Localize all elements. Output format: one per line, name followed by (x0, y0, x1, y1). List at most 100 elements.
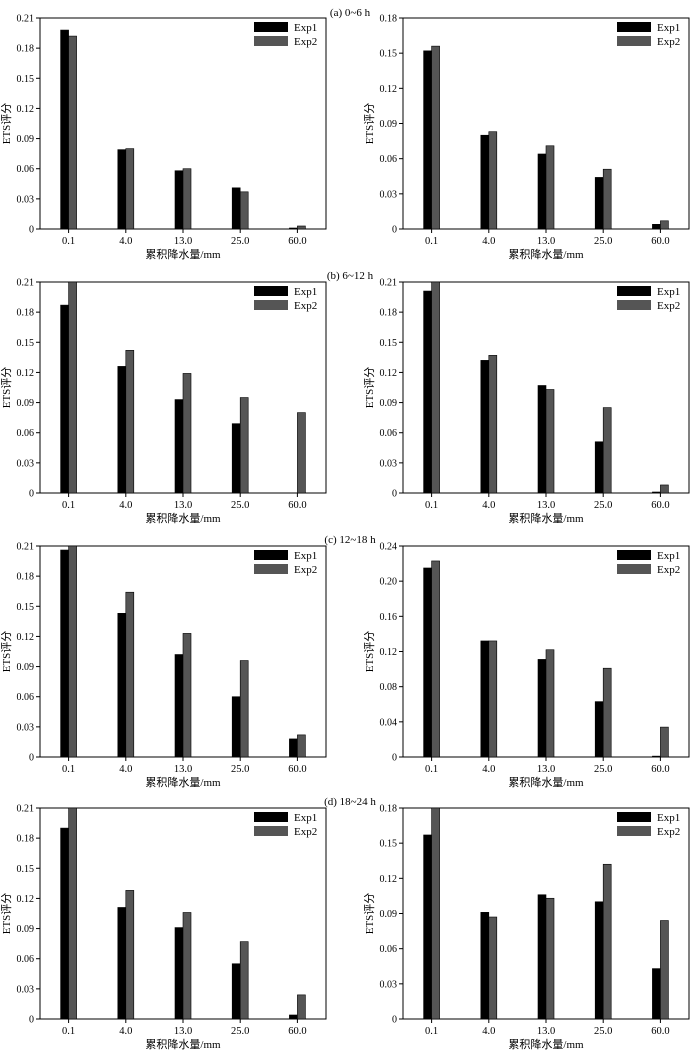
y-tick-label: 0.15 (380, 338, 398, 349)
y-tick-label: 0.09 (17, 398, 35, 409)
chart-panel: 0 0.03 0.06 0.09 0.12 0.15 0.18 0.21 ETS评分 0.1 4.0… (0, 278, 327, 525)
bar-exp1 (174, 170, 184, 230)
legend-label: Exp2 (294, 300, 317, 312)
x-tick-label: 13.0 (174, 764, 192, 775)
y-tick-label: 0 (29, 225, 34, 236)
y-tick-label: 0.06 (380, 154, 398, 165)
legend-swatch-exp2 (254, 36, 288, 46)
bar-exp2 (68, 545, 77, 758)
y-tick-label: 0.15 (17, 338, 35, 349)
x-tick-label: 60.0 (288, 500, 306, 511)
legend-label: Exp1 (657, 286, 680, 298)
bar-exp1 (60, 304, 69, 494)
x-tick-label: 25.0 (231, 764, 249, 775)
bar-exp1 (231, 696, 241, 758)
bar-exp1 (480, 360, 490, 494)
bar-exp2 (488, 131, 498, 230)
bar-exp2 (545, 145, 555, 230)
x-tick-label: 25.0 (594, 500, 612, 511)
x-tick-label: 4.0 (119, 500, 132, 511)
bar-exp1 (537, 894, 547, 1020)
x-tick-label: 13.0 (537, 1026, 555, 1037)
x-axis-label: 累积降水量/mm (145, 775, 221, 789)
x-tick-label: 4.0 (482, 500, 495, 511)
x-tick-label: 60.0 (651, 236, 669, 247)
y-tick-label: 0.21 (17, 804, 35, 815)
y-tick-label: 0.09 (380, 398, 398, 409)
y-tick-label: 0.03 (17, 458, 35, 469)
bar-exp1 (60, 549, 69, 758)
row-title: (c) 12~18 h (324, 534, 376, 546)
y-tick-label: 0.20 (380, 577, 398, 588)
bar-exp2 (239, 397, 249, 494)
bar-exp2 (125, 148, 135, 230)
legend-label: Exp2 (294, 36, 317, 48)
legend-swatch-exp1 (254, 550, 288, 560)
y-tick-label: 0.06 (17, 954, 35, 965)
bar-exp2 (182, 912, 192, 1020)
x-tick-label: 0.1 (62, 500, 75, 511)
legend-swatch-exp1 (254, 286, 288, 296)
x-axis-label: 累积降水量/mm (145, 1037, 221, 1050)
y-tick-label: 0 (392, 1015, 397, 1026)
y-axis-label: ETS评分 (0, 367, 13, 409)
x-axis-label: 累积降水量/mm (508, 1037, 584, 1050)
x-tick-label: 60.0 (651, 500, 669, 511)
y-tick-label: 0.12 (17, 632, 35, 643)
bar-exp1 (652, 491, 661, 494)
bar-exp1 (174, 654, 184, 758)
x-tick-label: 13.0 (174, 236, 192, 247)
y-tick-label: 0.18 (17, 44, 35, 55)
chart-panel: 0 0.03 0.06 0.09 0.12 0.15 0.18 0.21 ETS评分 0.1 4.0… (0, 804, 327, 1050)
bar-exp1 (117, 613, 127, 758)
y-tick-label: 0.12 (17, 368, 35, 379)
bar-exp1 (289, 1014, 298, 1020)
chart-panel: 0 0.03 0.06 0.09 0.12 0.15 0.18 ETS评分 0.1 4.0 13.0… (363, 14, 690, 261)
y-tick-label: 0.09 (17, 924, 35, 935)
x-tick-label: 25.0 (594, 764, 612, 775)
x-tick-label: 4.0 (482, 1026, 495, 1037)
bar-exp2 (182, 373, 192, 494)
chart-panel: 0 0.04 0.08 0.12 0.16 0.20 0.24 ETS评分 0.1 4.0 13.0… (363, 542, 690, 789)
y-tick-label: 0 (392, 489, 397, 500)
bar-exp1 (480, 134, 490, 230)
bar-exp1 (60, 827, 69, 1020)
x-tick-label: 4.0 (482, 236, 495, 247)
chart-panel: 0 0.03 0.06 0.09 0.12 0.15 0.18 0.21 ETS评分 0.1 4.0… (0, 542, 327, 789)
y-tick-label: 0.12 (380, 368, 398, 379)
x-tick-label: 60.0 (288, 236, 306, 247)
bar-exp2 (602, 863, 612, 1020)
bar-exp2 (68, 807, 77, 1020)
bar-exp1 (231, 963, 241, 1020)
chart-panel: 0 0.03 0.06 0.09 0.12 0.15 0.18 0.21 ETS评分 0.1 4.0… (363, 278, 690, 525)
legend-label: Exp2 (294, 826, 317, 838)
x-tick-label: 25.0 (594, 1026, 612, 1037)
bar-exp1 (231, 187, 241, 230)
row-title: (d) 18~24 h (324, 796, 376, 808)
bar-exp1 (423, 567, 432, 758)
bar-exp1 (117, 907, 127, 1020)
x-axis-label: 累积降水量/mm (145, 511, 221, 525)
bar-exp1 (174, 399, 184, 494)
bar-exp1 (60, 29, 69, 230)
row-title: (b) 6~12 h (327, 270, 374, 282)
x-tick-label: 13.0 (537, 236, 555, 247)
bar-exp2 (660, 484, 669, 494)
y-axis-label: ETS评分 (363, 367, 376, 409)
bar-exp1 (652, 968, 661, 1020)
legend-swatch-exp2 (617, 300, 651, 310)
legend-swatch-exp1 (617, 286, 651, 296)
bar-exp1 (117, 149, 127, 230)
legend-swatch-exp1 (617, 550, 651, 560)
bar-exp1 (594, 441, 604, 494)
legend-swatch-exp2 (617, 826, 651, 836)
bar-exp1 (652, 755, 661, 758)
bar-exp1 (117, 366, 127, 494)
y-tick-label: 0.18 (17, 834, 35, 845)
legend-swatch-exp2 (254, 564, 288, 574)
x-tick-label: 13.0 (537, 764, 555, 775)
legend-label: Exp1 (294, 812, 317, 824)
bar-exp2 (239, 941, 249, 1020)
legend-label: Exp1 (294, 550, 317, 562)
